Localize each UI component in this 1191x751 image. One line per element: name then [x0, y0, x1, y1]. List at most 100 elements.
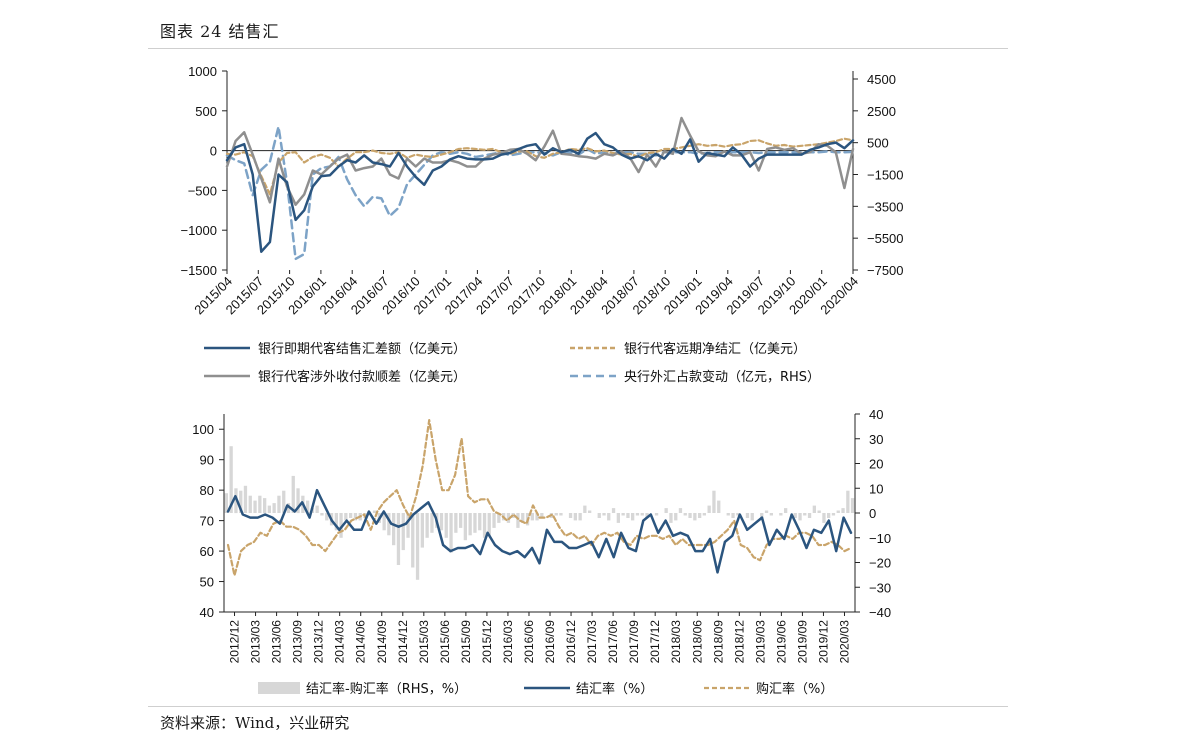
- bar-spread: [459, 513, 463, 528]
- bar-spread: [444, 513, 448, 538]
- legend-label-4: 央行外汇占款变动（亿元，RHS）: [624, 369, 820, 385]
- bar-spread: [583, 505, 587, 513]
- bar-spread: [798, 513, 802, 521]
- bar-spread: [831, 513, 836, 516]
- bar-spread: [817, 510, 821, 513]
- bar-spread: [339, 513, 343, 538]
- bar-spread: [277, 495, 281, 513]
- bar-spread: [554, 513, 558, 516]
- x-tick-label-2: 2012/12: [228, 620, 242, 664]
- left-tick-label-2: 70: [200, 514, 214, 529]
- bar-spread: [573, 513, 577, 521]
- bar-spread: [669, 513, 673, 523]
- right-tick-label: 2500: [867, 104, 896, 119]
- bar-spread: [540, 513, 544, 518]
- bar-spread: [392, 513, 396, 546]
- right-tick-label: −5500: [867, 231, 904, 246]
- bar-spread: [482, 513, 487, 538]
- legend-label-2: 银行代客远期净结汇（亿美元）: [624, 341, 806, 357]
- bar-spread: [325, 513, 329, 521]
- left-tick-label-2: 90: [200, 453, 214, 468]
- x-tick-label-2: 2019/06: [774, 620, 788, 664]
- right-tick-label: −1500: [867, 168, 904, 183]
- series-purchase-ratio: [226, 419, 853, 577]
- bar-spread: [430, 513, 434, 533]
- legend-label-bar: 结汇率-购汇率（RHS，%）: [306, 681, 467, 697]
- legend-label-settlement: 结汇率（%）: [576, 681, 653, 697]
- bar-spread: [607, 513, 611, 521]
- x-tick-label-2: 2015/03: [417, 620, 431, 664]
- bar-spread: [497, 513, 501, 523]
- series-settlement-ratio: [226, 488, 853, 574]
- left-tick-label: 0: [210, 144, 217, 159]
- bar-spread: [683, 513, 687, 516]
- legend-label-1: 银行即期代客结售汇差额（亿美元）: [258, 341, 466, 357]
- bar-spread: [487, 513, 491, 536]
- left-tick-label: −500: [188, 183, 217, 198]
- x-tick-label-2: 2019/03: [753, 620, 767, 664]
- bar-spread: [253, 500, 257, 513]
- bar-spread: [688, 513, 692, 518]
- left-tick-label-2: 50: [200, 575, 214, 590]
- bar-spread: [239, 490, 243, 513]
- legend-label-purchase: 购汇率（%）: [756, 681, 833, 697]
- x-tick-label-2: 2014/06: [354, 620, 368, 664]
- bar-spread: [320, 513, 324, 516]
- bar-spread: [731, 513, 735, 518]
- bar-spread: [263, 498, 267, 513]
- left-tick-label-2: 100: [192, 422, 214, 437]
- bar-spread: [516, 513, 520, 528]
- bar-spread: [850, 498, 855, 513]
- bar-spread: [411, 513, 415, 568]
- x-tick-label-2: 2018/03: [669, 620, 683, 664]
- bar-spread: [353, 513, 358, 521]
- bar-spread: [807, 513, 812, 518]
- bar-spread: [282, 490, 286, 513]
- right-tick-label-2: 20: [869, 457, 883, 472]
- bar-spread: [449, 513, 453, 553]
- bar-spread: [267, 505, 271, 513]
- x-tick-label-2: 2018/09: [711, 620, 725, 664]
- bar-spread: [707, 505, 711, 513]
- bar-spread: [803, 513, 807, 516]
- x-tick-label-2: 2014/09: [375, 620, 389, 664]
- x-tick-label-2: 2013/12: [312, 620, 326, 664]
- bar-spread: [664, 508, 668, 513]
- bar-spread: [248, 495, 252, 513]
- bar-spread: [521, 513, 525, 523]
- bar-spread: [827, 513, 831, 518]
- x-tick-label-2: 2015/09: [459, 620, 473, 664]
- x-tick-label-2: 2017/09: [627, 620, 641, 664]
- right-tick-label-2: 40: [869, 407, 883, 422]
- left-tick-label-2: 80: [200, 483, 214, 498]
- bar-spread: [841, 508, 845, 513]
- top-rule: [148, 48, 1008, 49]
- bar-spread: [372, 510, 377, 513]
- bar-spread: [822, 513, 826, 523]
- bar-spread: [420, 513, 424, 548]
- bar-spread: [401, 513, 405, 551]
- bar-spread: [439, 513, 444, 531]
- x-tick-label-2: 2018/06: [690, 620, 704, 664]
- right-tick-label-2: 30: [869, 432, 883, 447]
- x-tick-label-2: 2020/03: [837, 620, 851, 664]
- bar-spread: [769, 513, 773, 516]
- bar-spread: [736, 513, 740, 516]
- figure-title: 图表 24 结售汇: [160, 22, 280, 41]
- bar-spread: [396, 513, 401, 565]
- chart-fx-settlement-balance: 1000 500 0 −500 −1000 −1500 4500 2500 500 −1500 −3…: [180, 64, 904, 385]
- bar-spread: [654, 513, 659, 516]
- bar-spread: [836, 510, 840, 513]
- bar-spread: [473, 513, 477, 533]
- bar-spread: [611, 508, 616, 513]
- bar-spread: [349, 513, 353, 518]
- series-crossborder-surplus: [225, 116, 855, 206]
- x-tick-label-2: 2016/12: [564, 620, 578, 664]
- x-tick-label-2: 2015/12: [480, 620, 494, 664]
- bar-spread: [296, 488, 300, 514]
- bar-spread: [468, 513, 472, 536]
- bar-spread: [726, 513, 730, 516]
- bar-spread: [631, 513, 635, 521]
- right-tick-label-2: −10: [869, 531, 891, 546]
